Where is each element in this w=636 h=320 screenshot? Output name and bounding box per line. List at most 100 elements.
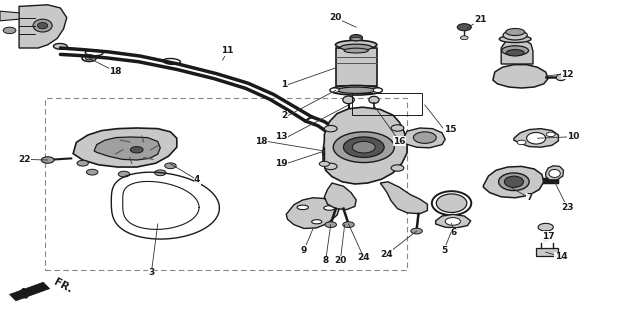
Ellipse shape <box>432 191 471 215</box>
Circle shape <box>165 163 176 169</box>
Circle shape <box>352 141 375 153</box>
Polygon shape <box>404 128 445 148</box>
Text: 18: 18 <box>254 137 267 146</box>
Circle shape <box>350 35 363 41</box>
Circle shape <box>86 169 98 175</box>
Text: 20: 20 <box>334 256 347 265</box>
Ellipse shape <box>297 205 308 210</box>
Circle shape <box>343 137 384 157</box>
Ellipse shape <box>350 38 363 40</box>
Ellipse shape <box>53 44 67 49</box>
Ellipse shape <box>330 85 382 95</box>
Ellipse shape <box>340 44 372 51</box>
Circle shape <box>546 132 555 137</box>
Ellipse shape <box>345 109 352 115</box>
Polygon shape <box>73 128 177 167</box>
Text: 7: 7 <box>526 193 532 202</box>
Ellipse shape <box>324 206 335 210</box>
Polygon shape <box>336 48 377 86</box>
Circle shape <box>391 165 404 171</box>
Ellipse shape <box>549 170 560 177</box>
Ellipse shape <box>499 36 531 43</box>
Polygon shape <box>19 5 67 48</box>
Ellipse shape <box>371 109 377 115</box>
Text: 10: 10 <box>567 132 579 141</box>
Polygon shape <box>0 11 19 21</box>
Polygon shape <box>380 182 427 214</box>
Text: 12: 12 <box>561 70 574 79</box>
Circle shape <box>460 36 468 40</box>
Ellipse shape <box>38 22 48 29</box>
Ellipse shape <box>506 28 525 36</box>
Text: 16: 16 <box>393 137 406 146</box>
Text: 19: 19 <box>275 159 287 168</box>
Polygon shape <box>483 166 544 198</box>
Ellipse shape <box>436 194 467 212</box>
Ellipse shape <box>344 48 368 53</box>
Polygon shape <box>536 248 558 256</box>
Bar <box>45 98 407 270</box>
Ellipse shape <box>502 46 529 55</box>
Ellipse shape <box>504 176 523 188</box>
Text: 14: 14 <box>555 252 567 261</box>
Bar <box>352 93 422 115</box>
Text: 24: 24 <box>380 250 393 259</box>
Ellipse shape <box>337 87 375 93</box>
Ellipse shape <box>369 96 379 103</box>
Polygon shape <box>436 214 471 228</box>
Circle shape <box>130 147 143 153</box>
Ellipse shape <box>556 74 566 81</box>
Text: 2: 2 <box>281 111 287 120</box>
Circle shape <box>3 27 16 34</box>
Ellipse shape <box>322 149 339 158</box>
Circle shape <box>411 228 422 234</box>
Ellipse shape <box>506 50 524 56</box>
Text: 23: 23 <box>561 203 574 212</box>
Polygon shape <box>286 198 340 228</box>
Ellipse shape <box>33 19 52 32</box>
Circle shape <box>445 218 460 225</box>
Ellipse shape <box>326 151 335 156</box>
Text: 9: 9 <box>301 246 307 255</box>
Polygon shape <box>94 137 160 160</box>
Text: 22: 22 <box>18 155 31 164</box>
Polygon shape <box>323 107 407 184</box>
Text: 6: 6 <box>451 228 457 237</box>
Circle shape <box>325 222 336 228</box>
Circle shape <box>391 125 404 131</box>
Polygon shape <box>10 282 50 301</box>
Ellipse shape <box>499 173 529 191</box>
Ellipse shape <box>312 220 322 224</box>
Circle shape <box>324 163 337 170</box>
Polygon shape <box>493 65 548 88</box>
Circle shape <box>41 157 54 163</box>
Text: 17: 17 <box>542 232 555 241</box>
Circle shape <box>155 170 166 176</box>
Circle shape <box>77 160 88 166</box>
Text: 5: 5 <box>441 246 447 255</box>
Ellipse shape <box>503 30 527 40</box>
Circle shape <box>517 140 526 145</box>
Circle shape <box>373 88 382 92</box>
Text: 18: 18 <box>109 67 122 76</box>
Ellipse shape <box>542 238 550 241</box>
Text: 24: 24 <box>357 253 370 262</box>
Text: 1: 1 <box>281 80 287 89</box>
Ellipse shape <box>336 40 377 49</box>
Circle shape <box>118 171 130 177</box>
Text: 21: 21 <box>474 15 487 24</box>
Text: 4: 4 <box>194 175 200 184</box>
Circle shape <box>457 24 471 31</box>
Ellipse shape <box>343 96 354 104</box>
Circle shape <box>319 161 329 166</box>
Circle shape <box>333 132 394 163</box>
Ellipse shape <box>346 115 352 118</box>
Polygon shape <box>514 129 558 147</box>
Circle shape <box>413 132 436 143</box>
Text: 13: 13 <box>275 132 287 141</box>
Text: 8: 8 <box>322 256 329 265</box>
Text: 11: 11 <box>221 46 234 55</box>
Circle shape <box>538 223 553 231</box>
Ellipse shape <box>85 57 93 60</box>
Polygon shape <box>324 183 356 210</box>
